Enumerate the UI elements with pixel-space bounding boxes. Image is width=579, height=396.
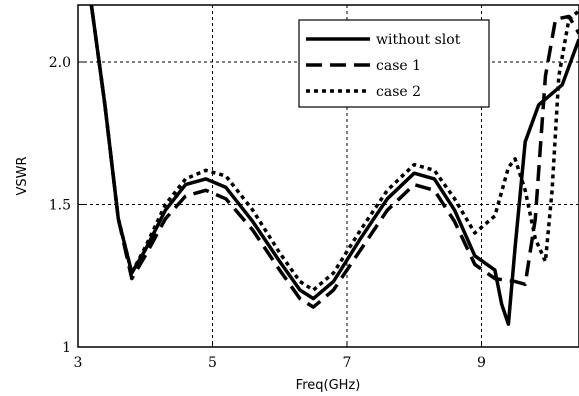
y-tick-label: 1.5 — [49, 198, 71, 214]
legend: without slot case 1 case 2 — [298, 19, 490, 108]
axis-ticks: 3 5 7 9 1 1.5 2.0 — [49, 55, 486, 371]
series-group — [89, 5, 579, 326]
x-axis-label: Freq(GHz) — [296, 378, 361, 393]
x-tick-label: 5 — [208, 355, 217, 371]
series-line-1 — [89, 5, 579, 326]
y-tick-label: 1 — [62, 340, 71, 356]
plot-frame — [77, 4, 579, 348]
legend-label-1: without slot — [376, 32, 461, 48]
legend-label-2: case 1 — [376, 58, 421, 74]
series-line-3 — [89, 5, 579, 292]
y-axis-label: VSWR — [15, 156, 30, 195]
legend-label-3: case 2 — [376, 84, 421, 100]
y-tick-label: 2.0 — [49, 55, 71, 71]
x-tick-label: 7 — [343, 355, 352, 371]
series-line-2 — [89, 5, 579, 309]
x-tick-label: 3 — [74, 355, 83, 371]
x-tick-label: 9 — [477, 355, 486, 371]
